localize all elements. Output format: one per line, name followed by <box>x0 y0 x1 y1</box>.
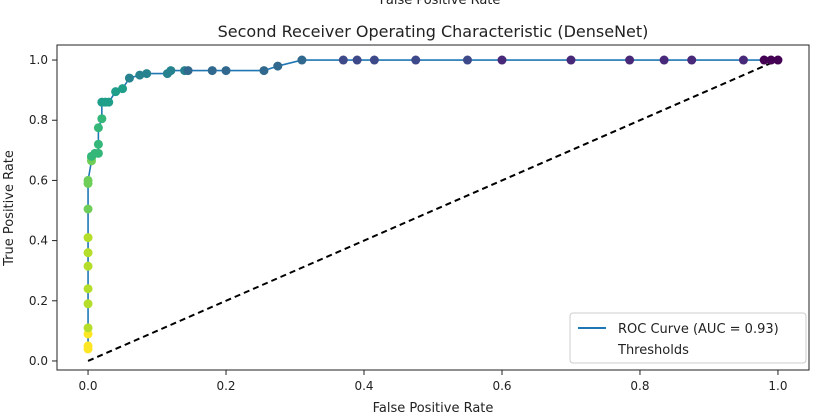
legend: ROC Curve (AUC = 0.93) Thresholds <box>569 312 807 364</box>
threshold-point <box>766 55 776 65</box>
threshold-point <box>83 341 93 351</box>
chance-diagonal-line <box>87 59 779 362</box>
threshold-point <box>566 55 576 65</box>
threshold-point <box>93 148 103 158</box>
x-axis-label: False Positive Rate <box>373 401 494 416</box>
x-tick-label: 1.0 <box>768 379 787 393</box>
threshold-point <box>297 55 307 65</box>
x-tick-label: 0.2 <box>216 379 235 393</box>
threshold-point <box>462 55 472 65</box>
threshold-point <box>273 61 283 71</box>
y-axis-label: True Positive Rate <box>2 150 17 267</box>
threshold-points <box>83 55 783 354</box>
x-tick-label: 0.4 <box>354 379 373 393</box>
roc-curve-line <box>87 59 778 349</box>
threshold-point <box>759 55 769 65</box>
threshold-point <box>93 139 103 149</box>
threshold-point <box>83 204 93 214</box>
threshold-point <box>738 55 748 65</box>
threshold-point <box>183 66 193 76</box>
y-tick-label: 0.6 <box>29 173 48 187</box>
threshold-point <box>352 55 362 65</box>
x-axis-ticks: 0.0 0.2 0.4 0.6 0.8 1.0 <box>78 370 788 393</box>
threshold-point <box>104 97 114 107</box>
threshold-point <box>207 66 217 76</box>
y-axis-ticks: 0.0 0.2 0.4 0.6 0.8 1.0 <box>29 53 57 368</box>
threshold-point <box>135 70 145 80</box>
threshold-point <box>369 55 379 65</box>
threshold-point <box>83 284 93 294</box>
threshold-point <box>411 55 421 65</box>
legend-roc-label: ROC Curve (AUC = 0.93) <box>618 322 779 337</box>
y-tick-label: 1.0 <box>29 53 48 67</box>
threshold-point <box>83 248 93 258</box>
threshold-point <box>659 55 669 65</box>
threshold-point <box>83 233 93 243</box>
threshold-point <box>338 55 348 65</box>
threshold-point <box>93 123 103 133</box>
threshold-point <box>97 114 107 124</box>
x-tick-label: 0.8 <box>630 379 649 393</box>
y-tick-label: 0.2 <box>29 294 48 308</box>
threshold-point <box>166 66 176 76</box>
threshold-point <box>83 323 93 333</box>
x-tick-label: 0.0 <box>78 379 97 393</box>
threshold-point <box>83 175 93 185</box>
y-tick-label: 0.0 <box>29 354 48 368</box>
threshold-point <box>773 55 783 65</box>
threshold-point <box>625 55 635 65</box>
threshold-point <box>118 84 128 94</box>
threshold-point <box>142 69 152 79</box>
legend-box <box>569 312 807 364</box>
threshold-point <box>221 66 231 76</box>
threshold-point <box>83 261 93 271</box>
threshold-point <box>124 73 134 83</box>
chart-title: Second Receiver Operating Characteristic… <box>218 22 649 41</box>
threshold-point <box>259 66 269 76</box>
threshold-point <box>83 299 93 309</box>
plot-frame <box>56 44 810 371</box>
threshold-point <box>687 55 697 65</box>
top-cut-axis-label: False Positive Rate <box>380 0 501 8</box>
y-tick-label: 0.8 <box>29 113 48 127</box>
threshold-point <box>497 55 507 65</box>
x-tick-label: 0.6 <box>492 379 511 393</box>
y-tick-label: 0.4 <box>29 234 48 248</box>
threshold-point <box>111 87 121 97</box>
legend-thresholds-label: Thresholds <box>617 343 689 358</box>
